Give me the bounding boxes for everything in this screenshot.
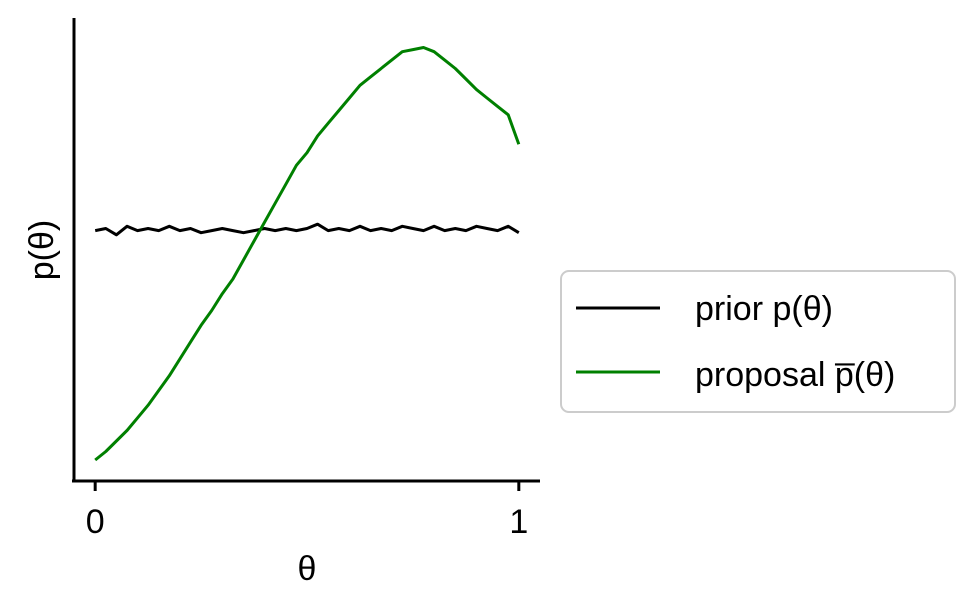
x-axis-label: θ (298, 550, 317, 588)
legend-label-prior: prior p(θ) (695, 290, 833, 328)
legend-label-proposal: proposal p̅(θ) (695, 356, 895, 394)
legend-frame (560, 270, 956, 413)
x-tick-label-1: 1 (509, 503, 528, 541)
series-line-0 (94, 222, 520, 237)
y-axis-label: p(θ) (23, 220, 61, 280)
legend: prior p(θ) proposal p̅(θ) (560, 270, 956, 413)
x-tick-label-0: 0 (86, 503, 105, 541)
plot-area (94, 46, 521, 462)
series-line-1 (94, 46, 521, 462)
